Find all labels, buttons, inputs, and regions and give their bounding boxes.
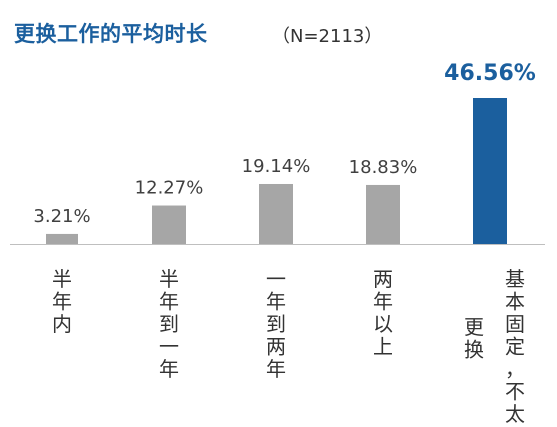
value-label-1: 3.21% [33,206,90,227]
svg-text:一: 一 [159,335,179,359]
value-label-5: 46.56% [444,61,536,86]
svg-text:到: 到 [266,312,286,336]
svg-text:年: 年 [159,290,179,314]
svg-text:年: 年 [159,357,179,381]
value-label-4: 18.83% [349,157,418,178]
svg-text:固: 固 [505,312,525,336]
svg-text:，: ， [505,357,525,381]
svg-text:半: 半 [159,267,179,291]
bar-1 [46,233,78,244]
svg-text:到: 到 [159,312,179,336]
svg-text:本: 本 [505,290,525,314]
value-label-3: 19.14% [242,156,311,177]
svg-text:年: 年 [52,290,72,314]
svg-text:两: 两 [373,267,393,291]
svg-text:内: 内 [52,312,72,336]
svg-text:以: 以 [373,312,393,336]
svg-text:半: 半 [52,267,72,291]
category-label-1: 半年内 [52,267,72,336]
svg-text:一: 一 [266,267,286,291]
chart-title: 更换工作的平均时长 [14,22,208,46]
svg-text:两: 两 [266,335,286,359]
svg-text:基: 基 [505,267,525,291]
svg-text:年: 年 [266,290,286,314]
svg-text:年: 年 [373,290,393,314]
chart-subtitle: （N=2113） [272,26,383,47]
bar-4 [366,184,400,244]
bar-3 [259,183,293,244]
bar-2 [152,205,186,244]
svg-text:换: 换 [464,338,484,362]
svg-text:定: 定 [505,335,525,359]
svg-text:不: 不 [505,380,525,404]
svg-text:太: 太 [505,402,525,426]
svg-text:上: 上 [373,335,393,359]
svg-text:更: 更 [464,315,484,339]
svg-text:年: 年 [266,357,286,381]
bar-5 [473,98,507,244]
value-label-2: 12.27% [135,178,204,199]
